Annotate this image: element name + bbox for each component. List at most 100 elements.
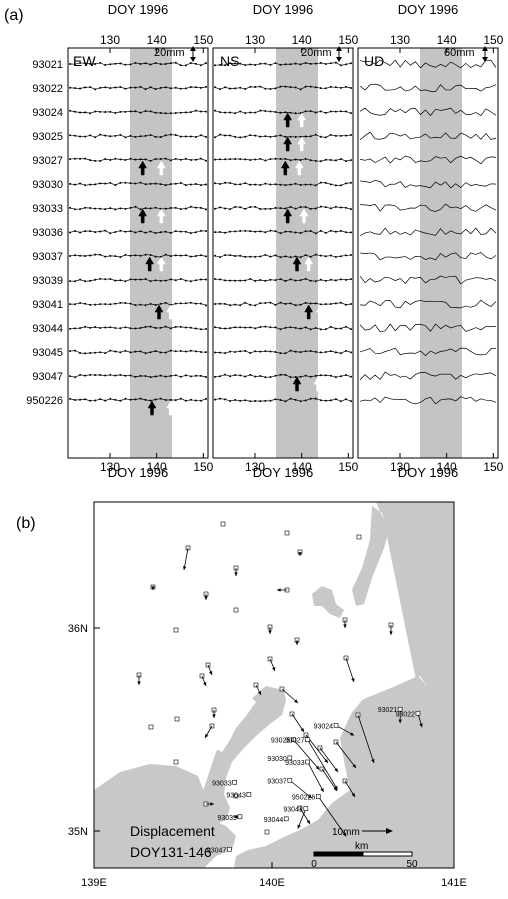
black-arrow (147, 400, 157, 416)
timeseries-point (314, 184, 317, 187)
timeseries-point (124, 181, 127, 184)
timeseries-point (284, 111, 287, 114)
timeseries-point (119, 86, 122, 89)
timeseries-point (129, 134, 132, 137)
timeseries-point (284, 400, 287, 403)
ns-shade (276, 48, 318, 458)
timeseries-trace (359, 252, 497, 261)
timeseries-point (329, 399, 332, 402)
timeseries-point (329, 229, 332, 232)
timeseries-point (279, 301, 282, 304)
timeseries-point (164, 86, 167, 89)
station-map-label: 93033 (212, 780, 232, 787)
timeseries-point (339, 184, 342, 187)
timeseries-point (329, 302, 332, 305)
white-arrow (156, 160, 166, 176)
x-tick-label-top: 130 (245, 33, 265, 47)
timeseries-point (339, 229, 342, 232)
station-marker (233, 793, 239, 799)
timeseries-point (339, 375, 342, 378)
timeseries-point (259, 109, 262, 112)
timeseries-point (324, 136, 327, 139)
timeseries-point (134, 350, 137, 353)
timeseries-point (339, 134, 342, 137)
timeseries-point (214, 302, 216, 305)
timeseries-point (159, 397, 162, 400)
timeseries-point (124, 280, 127, 283)
timeseries-point (184, 279, 187, 282)
station-map-label: 93037 (267, 778, 287, 785)
timeseries-point (124, 374, 127, 377)
timeseries-point (264, 87, 267, 90)
timeseries-point (344, 325, 347, 328)
timeseries-point (319, 399, 322, 402)
timeseries-point (194, 136, 197, 139)
timeseries-point (214, 109, 216, 112)
timeseries-point (114, 208, 117, 211)
timeseries-point (229, 400, 232, 403)
timeseries-point (314, 133, 317, 136)
timeseries-point (69, 254, 71, 257)
timeseries-point (189, 61, 192, 64)
timeseries-point (129, 110, 132, 113)
timeseries-point (184, 87, 187, 90)
timeseries-point (299, 88, 302, 91)
timeseries-point (199, 134, 202, 137)
timeseries-point (154, 255, 157, 258)
timeseries-point (214, 182, 216, 185)
displacement-arrowhead (137, 681, 141, 685)
timeseries-point (189, 349, 192, 352)
timeseries-point (224, 254, 227, 257)
timeseries-point (224, 181, 227, 184)
timeseries-point (119, 373, 122, 376)
timeseries-point (309, 62, 312, 65)
timeseries-point (269, 255, 272, 258)
timeseries-point (199, 278, 202, 281)
displacement-arrowhead (205, 734, 209, 738)
timeseries-point (314, 302, 317, 305)
timeseries-point (224, 398, 227, 401)
timeseries-point (139, 254, 142, 257)
timeseries-trace (69, 62, 207, 66)
map-panel: 9302193022930249302593027930309303393033… (68, 501, 467, 889)
timeseries-point (239, 374, 242, 377)
timeseries-point (154, 398, 157, 401)
timeseries-point (294, 350, 297, 353)
timeseries-point (219, 206, 222, 209)
timeseries-point (214, 136, 216, 139)
timeseries-point (279, 278, 282, 281)
timeseries-point (164, 230, 167, 233)
timeseries-point (234, 326, 237, 329)
timeseries-point (134, 182, 137, 185)
timeseries-point (299, 351, 302, 354)
timeseries-point (104, 255, 107, 258)
timeseries-point (279, 399, 282, 402)
timeseries-point (334, 134, 337, 137)
timeseries-point (199, 157, 202, 160)
timeseries-point (319, 278, 322, 281)
timeseries-point (189, 301, 192, 304)
timeseries-point (294, 112, 297, 115)
timeseries-trace (214, 350, 352, 354)
timeseries-point (264, 62, 267, 65)
timeseries-point (99, 351, 102, 354)
timeseries-point (134, 158, 137, 161)
timeseries-trace (359, 203, 497, 212)
timeseries-point (169, 133, 172, 136)
timeseries-point (319, 160, 322, 163)
ns-frame (212, 47, 354, 459)
timeseries-point (214, 398, 216, 401)
timeseries-point (104, 326, 107, 329)
timeseries-point (124, 326, 127, 329)
timeseries-point (350, 375, 352, 378)
timeseries-point (139, 135, 142, 138)
timeseries-point (249, 230, 252, 233)
timeseries-point (164, 134, 167, 137)
timeseries-point (74, 376, 77, 379)
timeseries-point (319, 181, 322, 184)
timeseries-point (254, 134, 257, 137)
displacement-arrowhead (351, 793, 355, 797)
timeseries-point (94, 326, 97, 329)
timeseries-point (219, 375, 222, 378)
timeseries-point (109, 254, 112, 257)
